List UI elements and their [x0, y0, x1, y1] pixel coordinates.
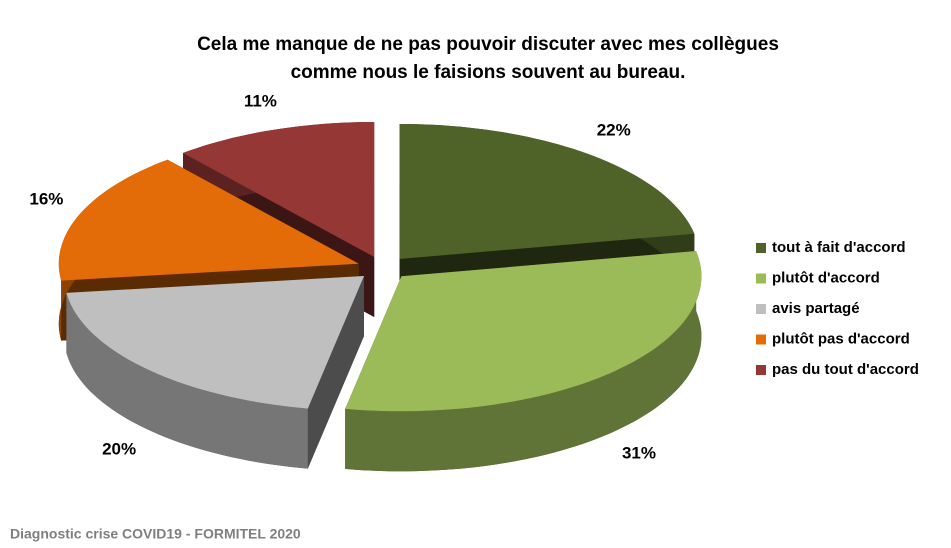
slice: [66, 276, 365, 469]
data-label: 11%: [244, 92, 277, 111]
slice: [183, 122, 375, 257]
slice: [345, 251, 702, 472]
legend-swatch: [756, 304, 766, 314]
slice: [58, 159, 359, 281]
slice: [345, 251, 702, 412]
chart-title: comme nous le faisions souvent au bureau…: [291, 62, 686, 83]
slice: [399, 124, 695, 259]
legend-label: tout à fait d'accord: [772, 239, 906, 256]
legend-swatch: [756, 273, 766, 284]
data-label: 22%: [597, 121, 631, 140]
footer: Diagnostic crise COVID19 - FORMITEL 2020: [10, 526, 301, 542]
legend-swatch: [756, 334, 766, 345]
slice-side: [66, 292, 308, 469]
chart-title: Cela me manque de ne pas pouvoir discute…: [197, 34, 779, 55]
slice: [66, 276, 365, 409]
legend-label: pas du tout d'accord: [772, 361, 919, 378]
data-label: 16%: [29, 190, 63, 209]
slice-side: [345, 251, 702, 472]
legend-label: avis partagé: [772, 300, 860, 317]
data-label: 31%: [622, 443, 656, 462]
legend-swatch: [756, 243, 766, 253]
data-label: 20%: [102, 440, 136, 459]
legend-swatch: [756, 365, 766, 375]
legend-label: plutôt d'accord: [772, 269, 880, 286]
legend-label: plutôt pas d'accord: [772, 330, 910, 347]
